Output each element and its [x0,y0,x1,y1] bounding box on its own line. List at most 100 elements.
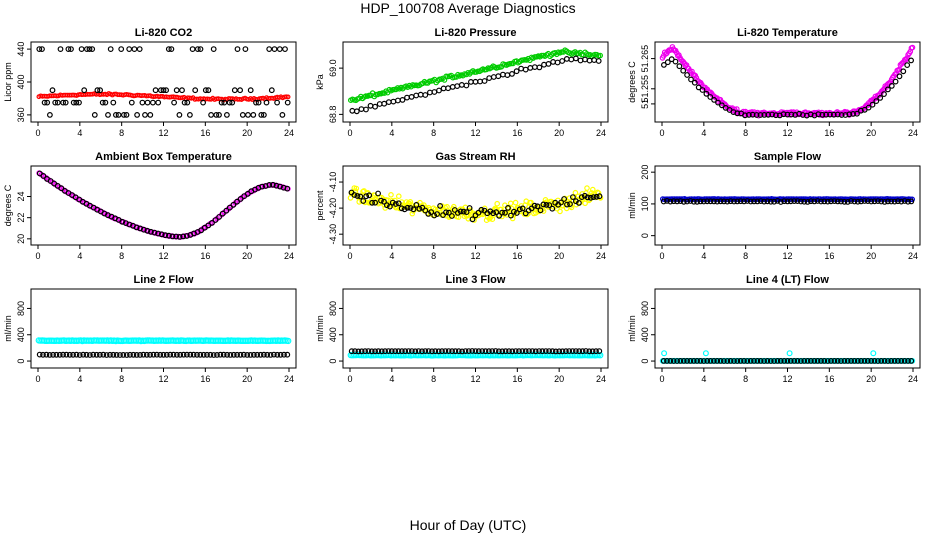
data-point [213,111,220,118]
data-point [126,46,133,52]
data-point [502,209,508,216]
data-point [561,196,567,202]
data-point [153,351,160,358]
data-point [110,99,117,106]
data-point [465,348,472,355]
x-tick-label: 12 [158,251,168,261]
y-axis-label: degrees C [627,61,637,103]
data-point [761,111,768,118]
data-point [376,101,383,107]
data-point [525,210,531,217]
data-point [526,348,532,355]
data-point [435,348,442,355]
data-point [804,358,811,364]
data-point [823,111,829,118]
data-point [841,358,848,364]
x-tick-label: 24 [908,251,918,261]
data-point [704,198,711,205]
data-point [202,87,209,94]
data-point [804,198,811,205]
data-point [519,205,526,212]
data-point [838,358,844,364]
data-point [702,350,709,357]
data-point [691,79,698,86]
data-point [888,82,895,89]
data-point [404,204,411,211]
data-point [494,200,501,207]
x-tick-label: 12 [782,374,792,384]
data-point [573,348,579,355]
data-point [830,111,837,118]
data-point [353,185,360,192]
data-point [576,348,583,355]
data-point [737,198,744,205]
data-point [463,82,470,89]
data-point [714,198,721,205]
data-point [888,358,895,364]
data-point [905,358,911,364]
x-tick-label: 12 [158,374,168,384]
data-point [223,111,230,118]
data-point [672,58,679,65]
data-point [136,46,143,52]
data-point [62,99,69,106]
y-axis-label: kPa [315,74,325,90]
data-point [534,203,541,210]
data-point [567,201,573,208]
data-point [734,358,741,364]
x-tick-label: 12 [782,128,792,138]
data-point [120,111,127,118]
y-tick-label: 800 [328,301,338,316]
data-point [676,63,683,70]
data-point [798,198,804,205]
data-point [590,194,597,201]
data-point [784,358,791,364]
series-avg [347,351,604,359]
x-tick-label: 12 [782,251,792,261]
data-point [120,352,127,358]
data-point [787,198,794,205]
data-point [422,348,429,355]
data-point [47,111,53,118]
data-point [189,46,196,52]
data-point [186,111,193,118]
data-point [230,351,237,358]
y-axis-label: ml/min [627,192,637,219]
x-tick-label: 8 [119,128,124,138]
data-point [865,104,872,111]
data-point [434,211,441,218]
data-point [597,352,604,359]
x-tick-label: 16 [200,374,210,384]
panel-title: Line 2 Flow [134,274,194,286]
data-point [741,198,747,205]
data-point [181,99,188,106]
x-tick-label: 24 [596,374,606,384]
data-point [821,198,828,205]
data-point [680,67,687,74]
data-point [695,84,702,91]
x-tick-label: 16 [512,251,522,261]
data-point [586,348,593,355]
x-tick-label: 24 [284,251,294,261]
data-point [711,198,717,205]
data-point [372,199,379,206]
y-tick-label: 0 [16,359,26,364]
data-point [771,358,777,364]
data-point [115,111,122,118]
data-point [703,90,710,97]
data-point [483,217,490,224]
data-point [846,111,853,118]
data-point [482,348,489,355]
data-point [454,83,461,89]
data-point [463,209,470,216]
data-point [258,111,265,118]
data-point [532,348,539,355]
data-point [221,99,228,106]
data-point [572,189,579,196]
data-point [351,192,358,198]
data-point [80,351,87,358]
panel-title: Li-820 Temperature [737,27,838,39]
data-point [694,358,700,364]
chart-panel-4: Ambient Box Temperature degrees C 0 4 8 12 16 2… [3,151,297,261]
x-tick-label: 8 [431,374,436,384]
